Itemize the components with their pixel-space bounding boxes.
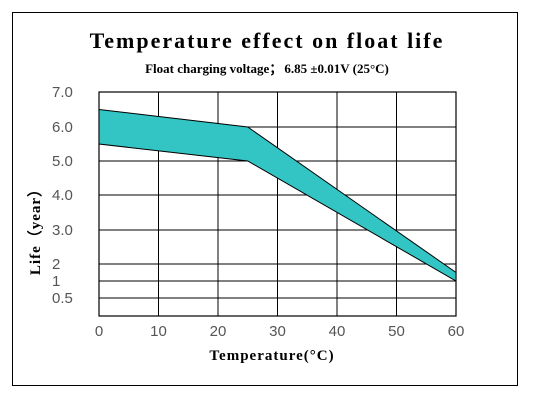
y-tick-labels: 0.512 3.0 4.0 5.0 6.0 7.0	[52, 84, 73, 307]
y-tick-label: 7.0	[52, 84, 73, 101]
y-tick-label: 6.0	[52, 119, 73, 136]
x-tick-label: 20	[210, 323, 227, 340]
grid-lines	[98, 91, 457, 317]
x-tick-label: 40	[329, 323, 346, 340]
band-group	[98, 108, 457, 282]
chart-subtitle: Float charging voltage； 6.85 ±0.01V (25°C…	[0, 58, 534, 77]
x-tick-label: 50	[388, 323, 405, 340]
y-tick-label: 1	[52, 273, 60, 290]
subtitle-label: Float charging voltage；	[145, 61, 283, 76]
x-tick-labels: 0 10 20 30 40 50 60	[95, 323, 465, 340]
chart-title: Temperature effect on float life	[89, 28, 445, 53]
subtitle-value: 6.85 ±0.01V (25°C)	[284, 61, 389, 76]
y-tick-label: 2	[52, 256, 60, 273]
x-axis-label: Temperature(°C)	[209, 348, 334, 364]
life-band	[98, 108, 457, 282]
y-tick-label: 4.0	[52, 187, 73, 204]
y-tick-label: 0.5	[52, 290, 73, 307]
y-axis-label: Life（year）	[26, 181, 44, 275]
y-tick-label: 3.0	[52, 222, 73, 239]
x-tick-label: 60	[448, 323, 465, 340]
x-tick-label: 30	[269, 323, 286, 340]
x-tick-label: 10	[150, 323, 167, 340]
y-tick-label: 5.0	[52, 153, 73, 170]
chart-frame	[12, 12, 518, 386]
x-tick-label: 0	[95, 323, 103, 340]
